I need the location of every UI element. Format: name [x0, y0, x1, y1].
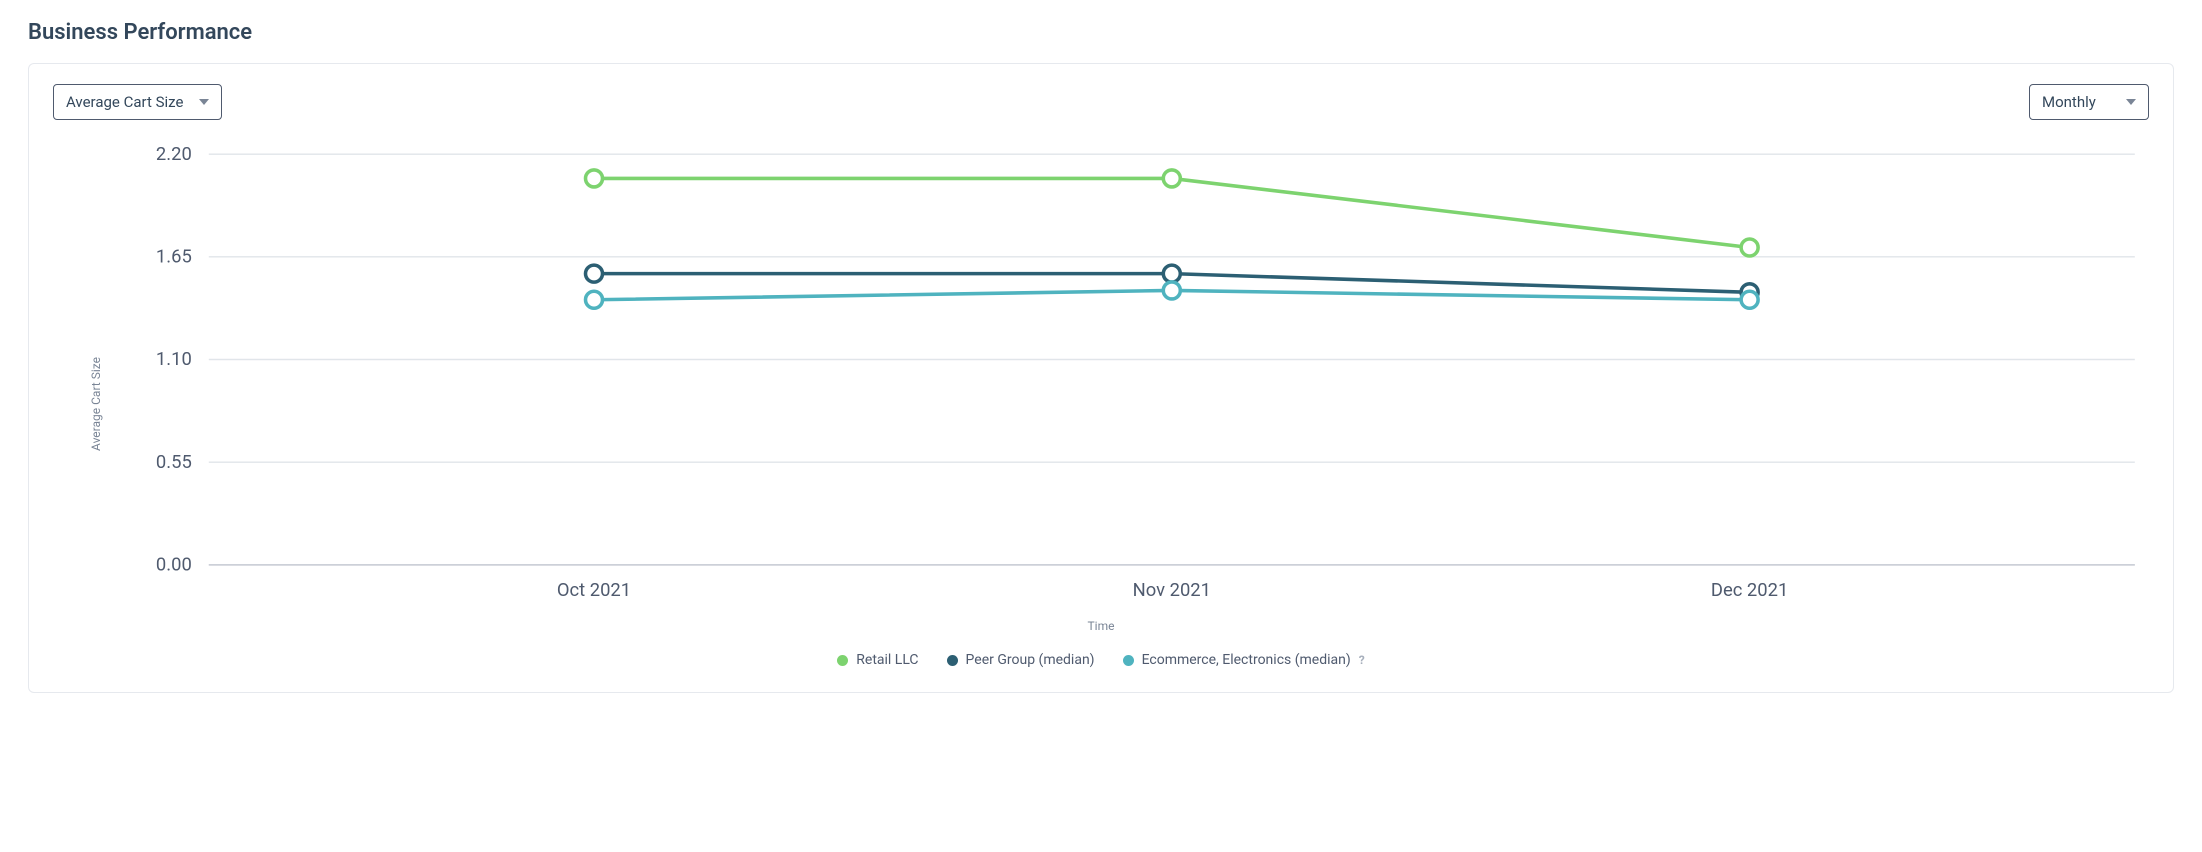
svg-text:1.10: 1.10 — [156, 349, 192, 370]
metric-select-label: Average Cart Size — [66, 93, 183, 111]
period-select-label: Monthly — [2042, 93, 2096, 111]
chevron-down-icon — [199, 99, 209, 105]
svg-text:Dec 2021: Dec 2021 — [1711, 580, 1788, 601]
help-icon[interactable]: ? — [1359, 653, 1365, 667]
x-axis-label: Time — [1088, 619, 1115, 633]
svg-text:Nov 2021: Nov 2021 — [1133, 580, 1211, 601]
legend-item[interactable]: Retail LLC — [837, 652, 918, 668]
metric-select[interactable]: Average Cart Size — [53, 84, 222, 120]
controls-row: Average Cart Size Monthly — [53, 84, 2149, 120]
legend-label: Ecommerce, Electronics (median) — [1142, 652, 1351, 668]
legend-dot-icon — [837, 655, 848, 666]
period-select[interactable]: Monthly — [2029, 84, 2149, 120]
legend-label: Peer Group (median) — [966, 652, 1095, 668]
legend-label: Retail LLC — [856, 652, 918, 668]
line-chart: 0.00 0.55 1.10 1.65 2.20 Oct 2021 Nov 2021 Dec … — [53, 140, 2149, 607]
svg-text:2.20: 2.20 — [156, 144, 192, 165]
legend-dot-icon — [947, 655, 958, 666]
page-title: Business Performance — [28, 20, 2174, 45]
chart-legend: Retail LLC Peer Group (median) Ecommerce, … — [53, 652, 2149, 668]
chevron-down-icon — [2126, 99, 2136, 105]
svg-text:0.55: 0.55 — [156, 452, 192, 473]
legend-dot-icon — [1123, 655, 1134, 666]
svg-text:0.00: 0.00 — [156, 555, 192, 576]
chart-wrapper: Average Cart Size 0.00 0.55 1.10 1.65 2.20 Oc… — [53, 140, 2149, 668]
legend-item[interactable]: Ecommerce, Electronics (median)? — [1123, 652, 1365, 668]
svg-text:Oct 2021: Oct 2021 — [557, 580, 631, 601]
performance-panel: Average Cart Size Monthly Average Cart S… — [28, 63, 2174, 693]
y-axis-label: Average Cart Size — [89, 357, 103, 451]
legend-item[interactable]: Peer Group (median) — [947, 652, 1095, 668]
svg-text:1.65: 1.65 — [156, 247, 192, 268]
